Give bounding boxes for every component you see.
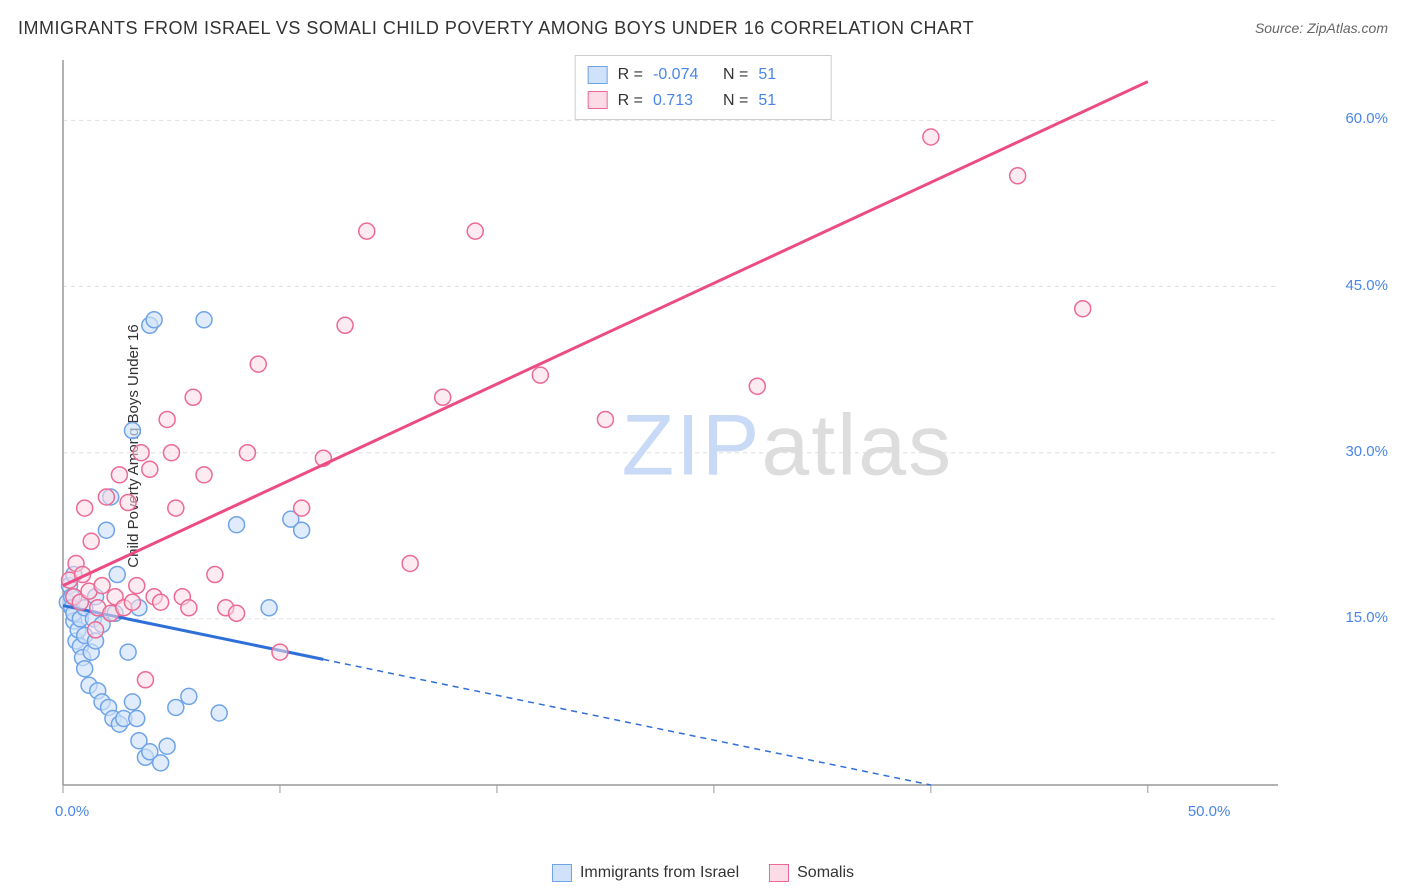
swatch-israel-icon [552, 864, 572, 882]
chart-area [58, 55, 1338, 825]
scatter-chart-svg [58, 55, 1338, 825]
y-tick-60: 60.0% [1345, 110, 1388, 127]
swatch-israel-icon [588, 66, 608, 84]
x-tick-50: 50.0% [1188, 803, 1231, 820]
legend-label-somali: Somalis [797, 864, 854, 882]
legend-series: Immigrants from Israel Somalis [552, 864, 854, 882]
r-label: R = [618, 62, 643, 88]
chart-title: IMMIGRANTS FROM ISRAEL VS SOMALI CHILD P… [18, 18, 974, 39]
y-tick-45: 45.0% [1345, 277, 1388, 294]
legend-stats-row-israel: R = -0.074 N = 51 [588, 62, 819, 88]
n-value-israel: 51 [758, 62, 818, 88]
legend-stats-row-somali: R = 0.713 N = 51 [588, 88, 819, 114]
swatch-somali-icon [769, 864, 789, 882]
x-tick-0: 0.0% [55, 803, 89, 820]
r-value-israel: -0.074 [653, 62, 713, 88]
n-value-somali: 51 [758, 88, 818, 114]
legend-item-somali: Somalis [769, 864, 854, 882]
legend-stats-box: R = -0.074 N = 51 R = 0.713 N = 51 [575, 55, 832, 120]
legend-label-israel: Immigrants from Israel [580, 864, 739, 882]
swatch-somali-icon [588, 91, 608, 109]
source-attribution: Source: ZipAtlas.com [1255, 20, 1388, 36]
legend-item-israel: Immigrants from Israel [552, 864, 739, 882]
y-tick-15: 15.0% [1345, 609, 1388, 626]
n-label: N = [723, 62, 748, 88]
r-value-somali: 0.713 [653, 88, 713, 114]
r-label: R = [618, 88, 643, 114]
y-tick-30: 30.0% [1345, 443, 1388, 460]
n-label: N = [723, 88, 748, 114]
